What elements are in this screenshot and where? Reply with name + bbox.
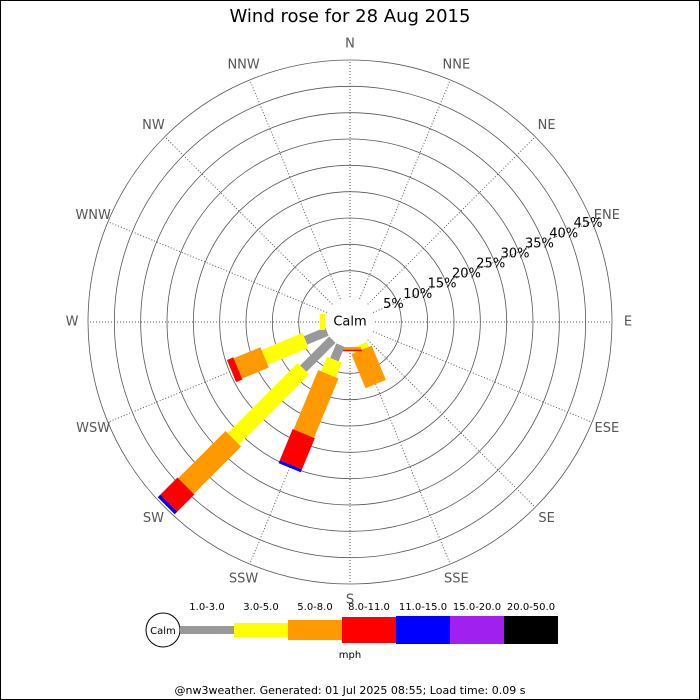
direction-spoke — [107, 221, 328, 313]
direction-label: WSW — [76, 421, 110, 436]
direction-label: SSE — [444, 571, 469, 586]
direction-spoke — [372, 221, 593, 313]
legend-swatch — [180, 626, 234, 634]
legend-label: 8.0-11.0 — [348, 602, 390, 613]
direction-label: ESE — [594, 421, 619, 436]
calm-label: Calm — [333, 315, 366, 330]
wind-bar — [303, 327, 329, 345]
legend-label: 3.0-5.0 — [243, 602, 278, 613]
wind-bar — [319, 314, 325, 330]
direction-label: S — [346, 593, 354, 608]
legend-swatch — [342, 617, 396, 643]
grid-ring — [271, 243, 429, 401]
direction-label: SE — [538, 511, 554, 526]
direction-label: NNE — [443, 58, 471, 73]
wind-bar — [233, 347, 269, 379]
legend-swatch — [288, 620, 342, 640]
calm-circle — [328, 300, 372, 344]
ring-label: 15% — [428, 277, 457, 292]
direction-label: NW — [142, 118, 165, 133]
direction-label: NNW — [227, 58, 259, 73]
ring-label: 35% — [525, 236, 554, 251]
ring-label: 40% — [549, 226, 578, 241]
ring-label: 30% — [501, 246, 530, 261]
wind-bar — [320, 356, 342, 378]
units-label: mph — [339, 650, 361, 661]
wind-bar — [226, 357, 243, 383]
wind-bar — [351, 345, 386, 389]
wind-bar — [178, 430, 242, 494]
grid-ring — [192, 164, 508, 480]
direction-spoke — [367, 339, 536, 508]
wind-bar — [338, 349, 362, 352]
direction-label: ENE — [594, 208, 620, 223]
ring-label: 20% — [452, 267, 481, 282]
direction-label: SW — [143, 511, 164, 526]
direction-label: NE — [538, 118, 556, 133]
legend-swatch — [396, 616, 450, 644]
direction-spoke — [367, 136, 536, 305]
grid-ring — [140, 112, 560, 532]
footer: @nw3weather. Generated: 01 Jul 2025 08:5… — [175, 684, 526, 697]
direction-label: E — [624, 315, 632, 330]
wind-bar — [300, 336, 336, 372]
legend-swatch — [234, 623, 288, 637]
legend-label: 5.0-8.0 — [297, 602, 332, 613]
ring-label: 10% — [403, 287, 432, 302]
legend-label: 20.0-50.0 — [507, 602, 555, 613]
grid-ring — [166, 138, 534, 506]
grid-ring — [87, 59, 613, 585]
wind-bar — [330, 343, 345, 362]
wind-bar — [339, 347, 361, 350]
direction-spoke — [372, 331, 593, 423]
direction-label: N — [345, 37, 355, 52]
legend-label: 11.0-15.0 — [399, 602, 447, 613]
ring-label: 45% — [574, 216, 603, 231]
legend-label: 1.0-3.0 — [189, 602, 224, 613]
ring-label: 25% — [476, 257, 505, 272]
direction-label: WNW — [75, 208, 111, 223]
wind-bar — [157, 494, 178, 515]
wind-bar — [293, 370, 339, 438]
direction-spoke — [164, 136, 333, 305]
wind-bar — [227, 363, 309, 445]
direction-spoke — [359, 79, 451, 300]
grid-ring — [298, 270, 402, 374]
wind-bar — [278, 460, 302, 473]
direction-label: W — [66, 315, 79, 330]
legend-label: 15.0-20.0 — [453, 602, 501, 613]
ring-label: 5% — [383, 297, 404, 312]
legend-swatch — [504, 616, 558, 644]
chart-title: Wind rose for 28 Aug 2015 — [230, 6, 471, 27]
legend-swatch — [450, 616, 504, 644]
wind-bar — [261, 333, 309, 365]
legend-calm-label: Calm — [150, 626, 176, 637]
wind-bar — [279, 429, 315, 470]
direction-spoke — [249, 79, 341, 300]
wind-bar — [160, 477, 195, 512]
direction-label: SSW — [229, 571, 259, 586]
